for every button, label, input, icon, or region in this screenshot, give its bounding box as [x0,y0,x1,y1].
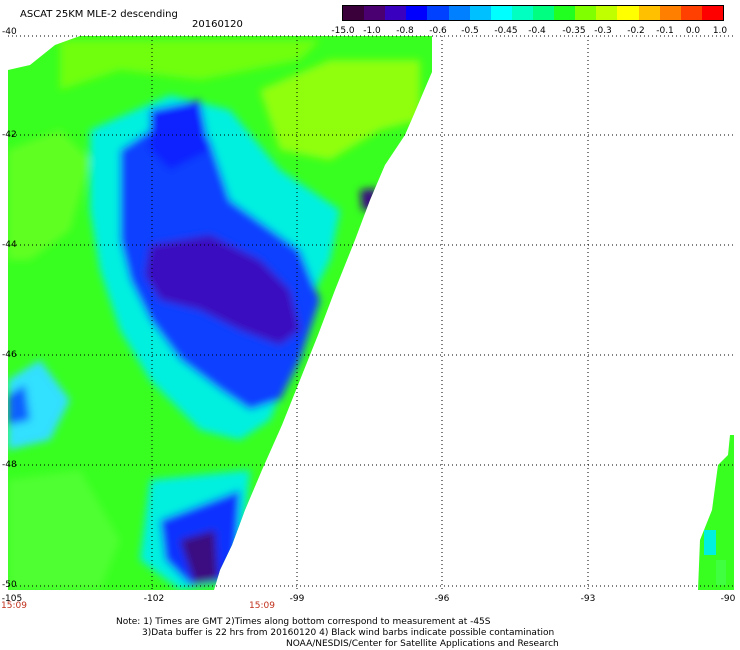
colorbar-segment [364,6,386,20]
colorbar-segment [680,6,702,20]
map-date: 20160120 [192,19,243,30]
colorbar-tick: -15.0 [331,26,355,36]
colorbar-tick: -1.0 [363,26,381,36]
swath-east [698,435,734,590]
time-label: 15:09 [1,601,27,611]
lat-label: -40 [2,27,17,37]
colorbar-segment [469,6,491,20]
colorbar-segment [490,6,512,20]
colorbar-tick: -0.2 [627,26,645,36]
lon-label: -102 [143,594,165,604]
lat-label: -44 [2,240,17,250]
colorbar-tick: -0.6 [429,26,447,36]
colorbar-tick: -0.45 [494,26,518,36]
colorbar-segment [617,6,639,20]
colorbar-tick: 0.0 [685,26,701,36]
colorbar-tick: -0.35 [562,26,586,36]
lat-label: -42 [2,130,17,140]
lon-label: -93 [580,594,596,604]
footnote-line: NOAA/NESDIS/Center for Satellite Applica… [286,639,559,649]
lat-label: -46 [2,350,17,360]
time-label: 15:09 [249,601,275,611]
colorbar-segment [532,6,555,20]
footnote-line: 3)Data buffer is 22 hrs from 20160120 4)… [142,628,555,638]
lat-label: -48 [2,460,17,470]
colorbar-tick: -0.8 [396,26,414,36]
colorbar-tick: -0.1 [656,26,674,36]
lon-label: -105 [1,594,23,604]
colorbar-segment [554,6,576,20]
colorbar-segment [427,6,449,20]
swath-west [8,36,432,590]
colorbar-segment [575,6,597,20]
colorbar-tick: -0.4 [528,26,546,36]
footnote-line: Note: 1) Times are GMT 2)Times along bot… [116,617,491,627]
lon-label: -96 [434,594,450,604]
lat-label: -50 [2,580,17,590]
graticule [8,35,734,590]
colorbar-segment [511,6,533,20]
colorbar-segment [638,6,660,20]
colorbar-segment [406,6,428,20]
colorbar [342,5,724,21]
colorbar-segment [659,6,681,20]
colorbar-segment [596,6,618,20]
lon-label: -90 [720,594,736,604]
colorbar-segment [701,6,723,20]
map-title: ASCAT 25KM MLE-2 descending [20,9,178,20]
colorbar-tick: -0.5 [461,26,479,36]
lon-label: -99 [289,594,305,604]
colorbar-tick: 1.0 [712,26,728,36]
colorbar-segment [448,6,470,20]
colorbar-tick: -0.3 [594,26,612,36]
colorbar-segment [343,6,365,20]
colorbar-segment [385,6,407,20]
